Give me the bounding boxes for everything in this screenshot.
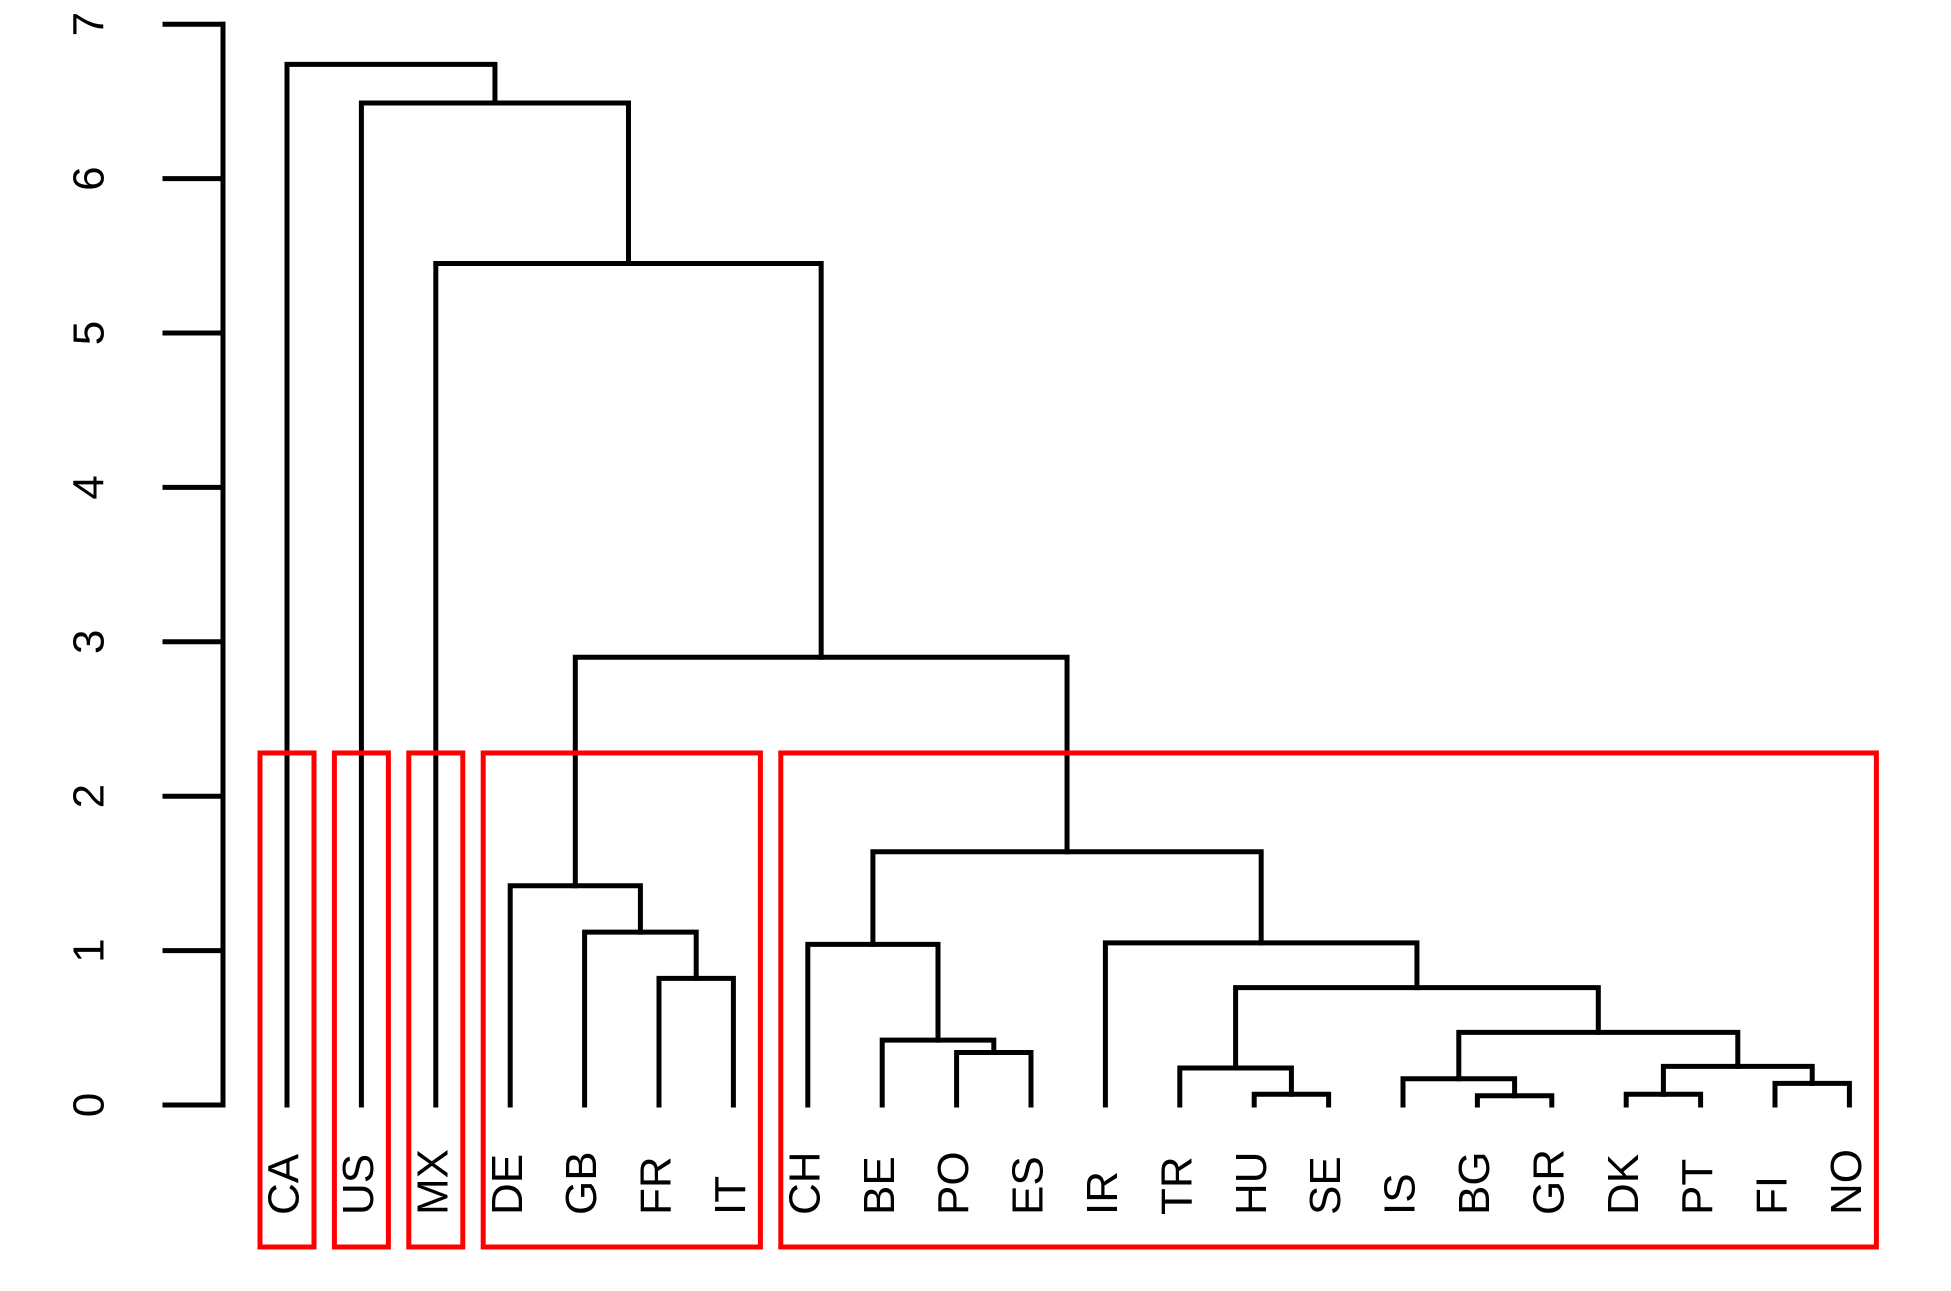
leaf-label-es: ES [1004,1156,1053,1215]
merge-m19 [433,261,824,1108]
leaf-label-fr: FR [632,1156,681,1215]
merge-m10 [1456,1029,1741,1082]
merge-m5 [1400,1076,1518,1108]
leaf-label-is: IS [1376,1173,1425,1215]
merge-m20 [358,100,631,1108]
y-tick-label: 3 [65,630,114,654]
branch-m3-m4 [1660,1063,1815,1097]
leaf-label-fi: FI [1748,1176,1797,1215]
merge-m14 [1102,940,1420,1108]
leaf-label-bg: BG [1450,1151,1499,1215]
y-tick-label: 5 [65,321,114,345]
cluster-box-2 [331,750,391,1250]
branch-US-m19 [358,100,631,1108]
branch-GB-m12 [582,929,699,1108]
merge-m6 [1177,1065,1294,1108]
leaf-label-de: DE [483,1154,532,1215]
leaf-label-mx: MX [408,1149,457,1215]
branch-m6-m10 [1233,985,1601,1071]
merge-m9 [879,1037,997,1108]
merge-m11 [1233,985,1601,1071]
branch-CA-m20 [284,61,498,1108]
leaf-label-ch: CH [780,1151,829,1215]
branch-IR-m11 [1102,940,1420,1108]
branch-DE-m15 [507,883,643,1108]
merge-m7 [1660,1063,1815,1097]
branch-FI-NO [1772,1080,1852,1108]
y-axis: 0 1 2 3 4 5 6 7 [65,12,226,1117]
cluster-box-1 [257,750,317,1250]
branch-FR-IT [656,975,736,1108]
leaf-label-us: US [334,1154,383,1215]
leaf-label-hu: HU [1227,1151,1276,1215]
y-tick-label: 6 [65,166,114,190]
leaf-label-be: BE [855,1156,904,1215]
branch-m13-m14 [870,849,1264,947]
merge-m12 [656,975,736,1108]
y-tick-label: 4 [65,475,114,499]
merge-m8 [954,1050,1034,1108]
cluster-box-3 [406,750,466,1250]
leaf-label-gb: GB [557,1151,606,1215]
cluster-box-4 [480,750,763,1250]
leaf-label-gr: GR [1524,1149,1573,1215]
dendrogram-branches [284,61,1852,1108]
merge-m17 [870,849,1264,947]
branch-TR-m2 [1177,1065,1294,1108]
merge-m4 [1772,1080,1852,1108]
merge-m21 [284,61,498,1108]
branch-IS-m1 [1400,1076,1518,1108]
y-tick-label: 1 [65,938,114,962]
leaf-label-dk: DK [1599,1154,1648,1215]
leaf-label-ca: CA [260,1153,309,1215]
y-tick-label: 0 [65,1093,114,1117]
leaf-labels: CA US MX DE GB FR IT CH BE PO ES IR TR HU SE IS BG GR DK PT… [260,1149,1871,1215]
merge-m15 [582,929,699,1108]
leaf-label-no: NO [1822,1149,1871,1215]
branch-BE-m8 [879,1037,997,1108]
y-tick-label: 2 [65,784,114,808]
branch-MX-m18 [433,261,824,1108]
leaf-label-tr: TR [1152,1156,1201,1215]
leaf-label-ir: IR [1078,1171,1127,1215]
y-tick-label: 7 [65,12,114,36]
branch-m5-m7 [1456,1029,1741,1082]
leaf-label-pt: PT [1673,1159,1722,1215]
merge-m16 [507,883,643,1108]
leaf-label-se: SE [1301,1156,1350,1215]
cluster-boxes [257,750,1879,1250]
leaf-label-po: PO [929,1151,978,1215]
merge-m13 [805,941,941,1108]
leaf-label-it: IT [706,1176,755,1215]
branch-CH-m9 [805,941,941,1108]
cluster-box-5 [778,750,1879,1250]
branch-PO-ES [954,1050,1034,1108]
